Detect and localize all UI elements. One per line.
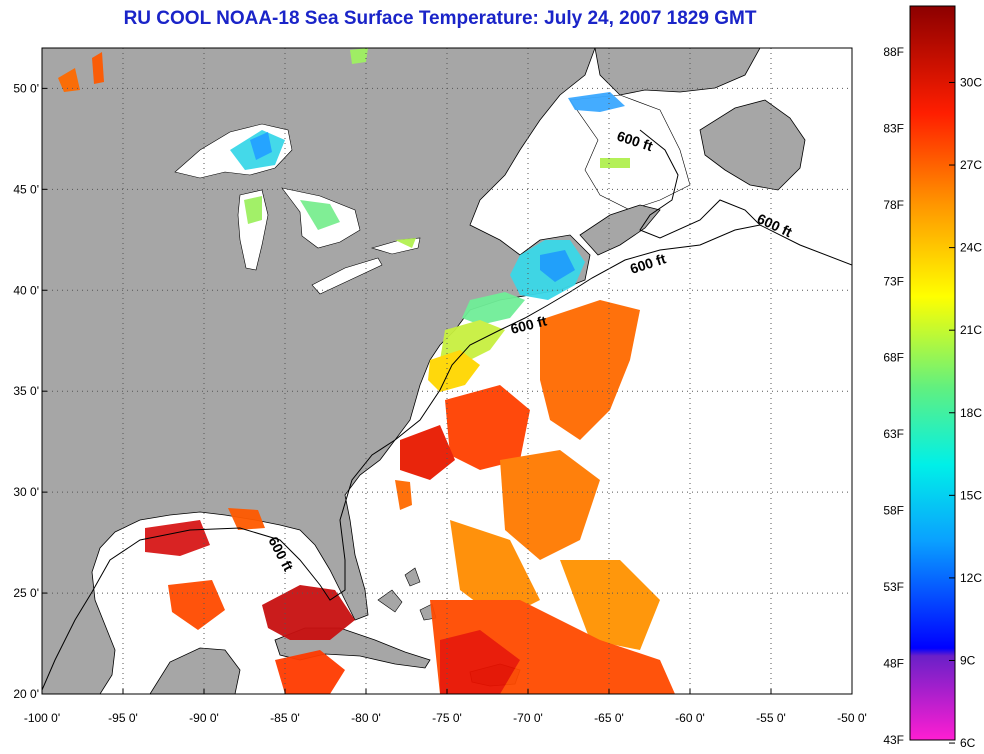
sst-patch bbox=[300, 200, 340, 230]
fahrenheit-label: 63F bbox=[883, 427, 904, 441]
fahrenheit-labels: 88F 83F 78F 73F 68F 63F 58F 53F 48F 43F bbox=[883, 45, 904, 747]
longitude-tick-label: -55 0' bbox=[756, 711, 786, 725]
sst-patch bbox=[540, 250, 575, 282]
latitude-tick-label: 30 0' bbox=[13, 485, 39, 499]
celsius-label: 30C bbox=[960, 75, 982, 89]
celsius-label: 15C bbox=[960, 488, 982, 502]
longitude-tick-label: -70 0' bbox=[513, 711, 543, 725]
latitude-tick-label: 35 0' bbox=[13, 384, 39, 398]
fahrenheit-label: 48F bbox=[883, 657, 904, 671]
fahrenheit-label: 68F bbox=[883, 351, 904, 365]
longitude-tick-label: -85 0' bbox=[270, 711, 300, 725]
sst-patch bbox=[560, 560, 660, 650]
latitude-axis: 20 0' 25 0' 30 0' 35 0' 40 0' 45 0' 50 0' bbox=[13, 81, 47, 701]
contour-600ft bbox=[42, 224, 852, 691]
north-america-landmass bbox=[42, 48, 596, 694]
longitude-tick-label: -100 0' bbox=[24, 711, 60, 725]
sst-patch bbox=[400, 425, 455, 480]
sst-patch bbox=[250, 132, 272, 160]
longitude-axis: -100 0' -95 0' -90 0' -85 0' -80 0' -75 0' -70… bbox=[24, 689, 867, 725]
sst-patch bbox=[168, 580, 225, 630]
sst-patch bbox=[395, 238, 416, 248]
sst-patch bbox=[395, 480, 412, 510]
latitude-tick-label: 45 0' bbox=[13, 182, 39, 196]
sst-patch bbox=[540, 300, 640, 440]
nova-scotia bbox=[579, 204, 661, 256]
longitude-tick-label: -60 0' bbox=[675, 711, 705, 725]
newfoundland bbox=[699, 99, 806, 191]
contour-600ft bbox=[639, 129, 761, 239]
sst-patch bbox=[428, 350, 480, 392]
sst-patch bbox=[500, 450, 600, 560]
sst-patch bbox=[440, 630, 520, 694]
sst-patch bbox=[462, 292, 525, 325]
sst-patch bbox=[600, 158, 630, 168]
longitude-tick-label: -65 0' bbox=[594, 711, 624, 725]
labrador bbox=[594, 48, 761, 96]
sst-patch bbox=[445, 385, 530, 470]
celsius-label: 18C bbox=[960, 406, 982, 420]
sst-patch bbox=[450, 520, 540, 620]
graticule bbox=[42, 48, 852, 694]
lake-erie bbox=[311, 257, 383, 295]
gulf-of-st-lawrence bbox=[569, 94, 691, 211]
sst-patch bbox=[58, 68, 80, 92]
map-title: RU COOL NOAA-18 Sea Surface Temperature:… bbox=[123, 8, 757, 29]
fahrenheit-label: 73F bbox=[883, 274, 904, 288]
fahrenheit-label: 53F bbox=[883, 580, 904, 594]
celsius-label: 9C bbox=[960, 653, 976, 667]
sst-patch bbox=[145, 520, 210, 556]
celsius-label: 6C bbox=[960, 736, 976, 750]
celsius-label: 21C bbox=[960, 323, 982, 337]
sst-data-layer bbox=[58, 48, 675, 694]
longitude-tick-label: -50 0' bbox=[837, 711, 867, 725]
sst-patch bbox=[228, 508, 265, 530]
colorbar-gradient bbox=[909, 5, 956, 741]
longitude-tick-label: -80 0' bbox=[351, 711, 381, 725]
sst-patch bbox=[350, 48, 368, 64]
fahrenheit-label: 83F bbox=[883, 121, 904, 135]
yucatan bbox=[149, 647, 241, 694]
latitude-tick-label: 20 0' bbox=[13, 687, 39, 701]
fahrenheit-label: 78F bbox=[883, 198, 904, 212]
sst-patch bbox=[568, 92, 625, 112]
longitude-tick-label: -75 0' bbox=[432, 711, 462, 725]
celsius-label: 24C bbox=[960, 241, 982, 255]
longitude-tick-label: -95 0' bbox=[108, 711, 138, 725]
sst-patch bbox=[92, 52, 104, 84]
sst-patch bbox=[275, 650, 345, 694]
fahrenheit-label: 88F bbox=[883, 45, 904, 59]
fahrenheit-label: 43F bbox=[883, 733, 904, 747]
fahrenheit-label: 58F bbox=[883, 504, 904, 518]
celsius-label: 27C bbox=[960, 158, 982, 172]
celsius-label: 12C bbox=[960, 571, 982, 585]
latitude-tick-label: 40 0' bbox=[13, 283, 39, 297]
latitude-tick-label: 50 0' bbox=[13, 81, 39, 95]
longitude-tick-label: -90 0' bbox=[189, 711, 219, 725]
sst-patch bbox=[244, 196, 262, 224]
latitude-tick-label: 25 0' bbox=[13, 586, 39, 600]
celsius-labels: 30C 27C 24C 21C 18C 15C 12C 9C 6C bbox=[949, 75, 982, 750]
